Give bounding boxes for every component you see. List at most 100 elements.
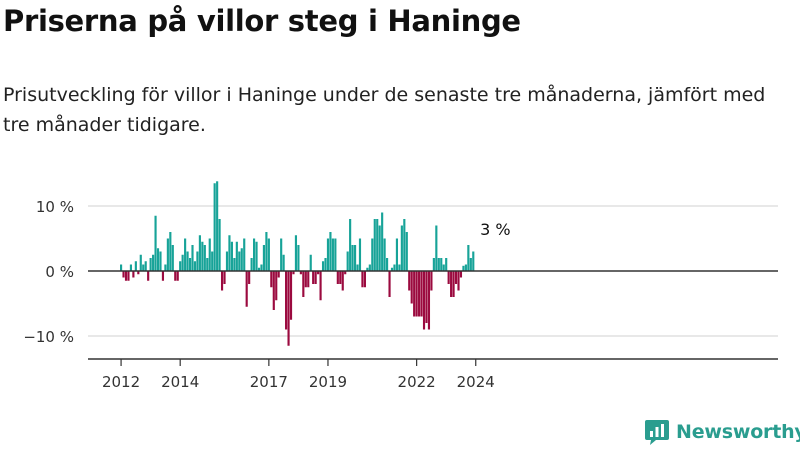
bar bbox=[280, 238, 283, 271]
bar bbox=[169, 232, 172, 271]
y-tick-label: −10 % bbox=[23, 328, 74, 346]
bar bbox=[445, 258, 448, 271]
bar bbox=[398, 264, 401, 271]
annotation-label: 3 % bbox=[480, 220, 510, 239]
bar bbox=[201, 241, 204, 271]
bar bbox=[353, 245, 357, 271]
bar bbox=[459, 271, 463, 278]
annotation: 3 % bbox=[480, 220, 510, 239]
bar bbox=[176, 271, 179, 281]
bar bbox=[132, 271, 135, 278]
bar bbox=[152, 254, 155, 271]
bar bbox=[270, 271, 273, 288]
bar bbox=[122, 271, 125, 278]
bar bbox=[248, 271, 251, 284]
bar bbox=[312, 271, 315, 284]
bar bbox=[206, 258, 209, 271]
bar bbox=[386, 258, 389, 271]
bar bbox=[368, 264, 371, 271]
bar bbox=[472, 251, 475, 271]
bar bbox=[319, 271, 322, 301]
bar bbox=[260, 264, 263, 271]
bar bbox=[383, 238, 386, 271]
bar bbox=[282, 254, 285, 271]
bar bbox=[299, 271, 302, 275]
bar bbox=[336, 271, 339, 284]
bar bbox=[334, 238, 337, 271]
bar bbox=[329, 232, 332, 271]
bar bbox=[467, 245, 470, 271]
bar bbox=[447, 271, 450, 284]
bar bbox=[363, 271, 366, 288]
bar bbox=[408, 271, 411, 291]
x-tick-label: 2017 bbox=[250, 373, 288, 391]
bar bbox=[216, 181, 219, 271]
bar bbox=[309, 254, 312, 271]
bar bbox=[405, 232, 408, 271]
chart-title: Priserna på villor steg i Haninge bbox=[3, 4, 521, 38]
newsworthy-logo-icon bbox=[645, 420, 669, 445]
bar bbox=[442, 264, 445, 271]
brand-name: Newsworthy bbox=[676, 421, 800, 443]
bar bbox=[174, 271, 177, 281]
bar bbox=[432, 258, 435, 271]
bar bbox=[403, 219, 406, 271]
bar bbox=[277, 271, 280, 278]
bar bbox=[454, 271, 458, 284]
bar bbox=[400, 225, 403, 271]
bar bbox=[317, 271, 320, 275]
bar bbox=[267, 238, 270, 271]
bar bbox=[171, 245, 174, 271]
y-tick-label: 10 % bbox=[36, 198, 74, 216]
bar bbox=[349, 219, 352, 271]
bar bbox=[137, 271, 140, 275]
bar bbox=[314, 271, 317, 284]
bar bbox=[427, 271, 431, 330]
bar bbox=[134, 261, 137, 271]
bar bbox=[208, 238, 211, 271]
bar bbox=[440, 258, 443, 271]
bar bbox=[331, 238, 334, 271]
bar bbox=[149, 258, 152, 271]
bar bbox=[339, 271, 342, 284]
bar bbox=[289, 271, 293, 320]
bar bbox=[228, 235, 231, 271]
bar bbox=[203, 245, 206, 271]
bar bbox=[307, 271, 310, 288]
bar bbox=[341, 271, 344, 291]
bar bbox=[188, 258, 192, 271]
bar bbox=[240, 248, 243, 271]
bar bbox=[272, 271, 275, 310]
bar bbox=[351, 245, 354, 271]
bar bbox=[452, 271, 455, 297]
bar bbox=[346, 251, 349, 271]
newsworthy-logo: Newsworthy bbox=[644, 418, 800, 446]
bar bbox=[390, 267, 394, 271]
bar bbox=[275, 271, 278, 301]
bar bbox=[253, 238, 256, 271]
bar bbox=[196, 251, 199, 271]
bar bbox=[356, 264, 359, 271]
bar bbox=[257, 267, 261, 271]
x-axis: 2012 2014 2017 2019 2022 2024 bbox=[88, 358, 778, 391]
bar bbox=[127, 271, 130, 281]
bar bbox=[381, 212, 384, 271]
bar bbox=[410, 271, 413, 304]
bar bbox=[144, 261, 147, 271]
grid-lines bbox=[88, 205, 778, 337]
bars bbox=[120, 181, 475, 346]
x-tick-label: 2019 bbox=[309, 373, 347, 391]
bar bbox=[142, 264, 145, 271]
bar bbox=[120, 264, 123, 271]
bar bbox=[161, 271, 165, 281]
bar bbox=[156, 248, 160, 271]
bar bbox=[388, 271, 391, 297]
bar bbox=[469, 258, 472, 271]
bar bbox=[265, 232, 268, 271]
bar bbox=[378, 225, 381, 271]
bar bbox=[159, 251, 162, 271]
bar bbox=[129, 264, 132, 271]
bar bbox=[326, 238, 330, 271]
bar bbox=[437, 258, 440, 271]
bar bbox=[198, 235, 201, 271]
